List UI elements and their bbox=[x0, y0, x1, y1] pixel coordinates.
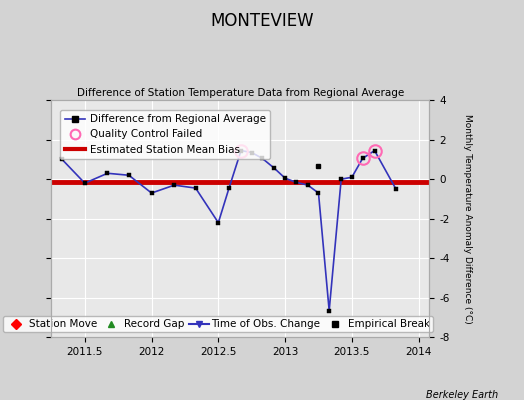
Difference from Regional Average bbox=[282, 176, 288, 181]
Difference from Regional Average bbox=[259, 156, 266, 161]
Text: Berkeley Earth: Berkeley Earth bbox=[425, 390, 498, 400]
Difference from Regional Average bbox=[215, 220, 222, 225]
Difference from Regional Average bbox=[372, 148, 378, 153]
Difference from Regional Average bbox=[338, 177, 344, 182]
Legend: Station Move, Record Gap, Time of Obs. Change, Empirical Break: Station Move, Record Gap, Time of Obs. C… bbox=[3, 316, 433, 332]
Difference from Regional Average bbox=[126, 173, 132, 178]
Line: Quality Control Failed: Quality Control Failed bbox=[235, 144, 381, 165]
Difference from Regional Average bbox=[315, 191, 322, 196]
Difference from Regional Average bbox=[171, 183, 178, 188]
Difference from Regional Average bbox=[326, 308, 332, 313]
Difference from Regional Average bbox=[59, 157, 65, 162]
Difference from Regional Average bbox=[349, 175, 355, 180]
Quality Control Failed bbox=[359, 156, 366, 161]
Line: Difference from Regional Average: Difference from Regional Average bbox=[60, 148, 398, 313]
Y-axis label: Monthly Temperature Anomaly Difference (°C): Monthly Temperature Anomaly Difference (… bbox=[463, 114, 472, 324]
Text: MONTEVIEW: MONTEVIEW bbox=[210, 12, 314, 30]
Difference from Regional Average bbox=[292, 180, 299, 184]
Difference from Regional Average bbox=[82, 181, 88, 186]
Difference from Regional Average bbox=[192, 186, 199, 190]
Difference from Regional Average bbox=[148, 191, 155, 196]
Difference from Regional Average bbox=[304, 183, 311, 188]
Quality Control Failed bbox=[238, 148, 244, 153]
Difference from Regional Average bbox=[248, 150, 255, 155]
Difference from Regional Average bbox=[104, 171, 111, 176]
Quality Control Failed bbox=[372, 148, 378, 153]
Difference from Regional Average bbox=[393, 187, 399, 192]
Difference from Regional Average bbox=[226, 186, 232, 190]
Difference from Regional Average bbox=[271, 166, 278, 171]
Title: Difference of Station Temperature Data from Regional Average: Difference of Station Temperature Data f… bbox=[77, 88, 404, 98]
Difference from Regional Average bbox=[359, 156, 366, 161]
Difference from Regional Average bbox=[238, 148, 244, 153]
